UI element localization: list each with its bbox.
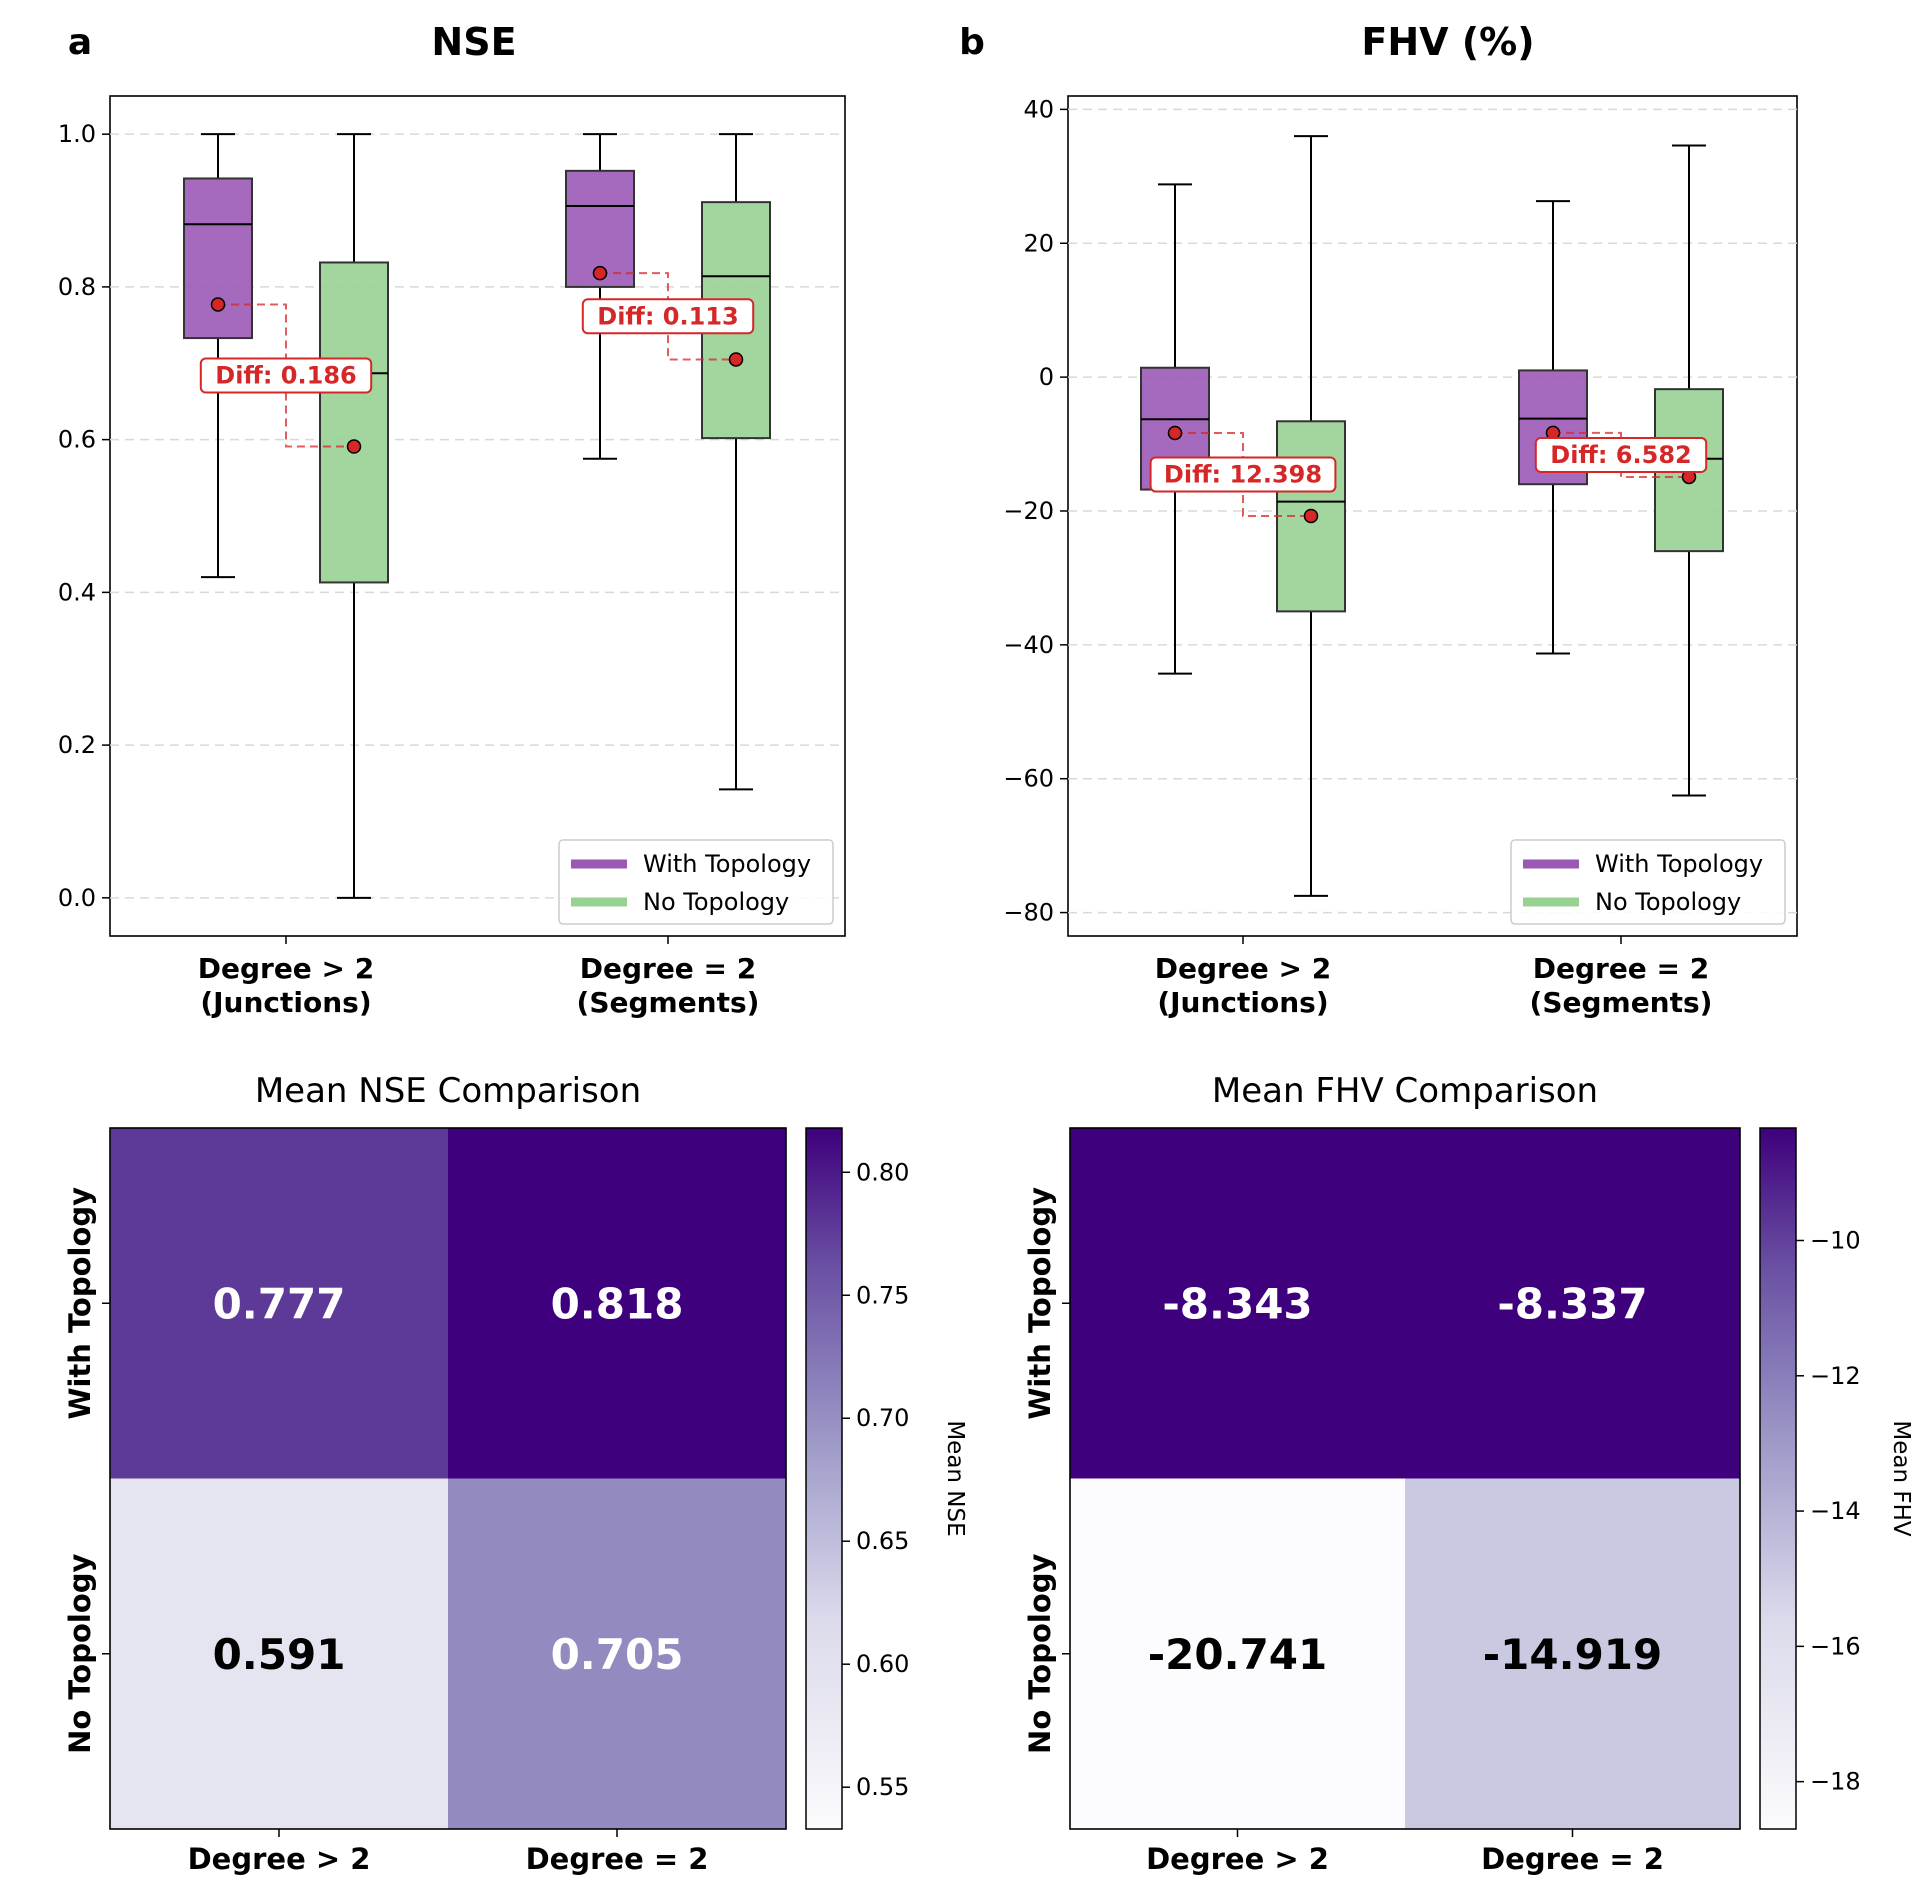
heatmap-value: 0.818	[551, 1279, 684, 1328]
heatmap-value: 0.705	[551, 1630, 684, 1679]
mean-point	[592, 265, 608, 281]
y-tick-label: 1.0	[58, 120, 96, 148]
heatmap-cell	[1070, 1478, 1406, 1830]
x-tick-label: Degree > 2	[1146, 1842, 1329, 1876]
heatmap-cell	[110, 1478, 449, 1830]
y-tick-label: −20	[1003, 497, 1054, 525]
y-tick-label: −80	[1003, 899, 1054, 927]
colorbar-label: Mean NSE	[942, 1420, 968, 1536]
colorbar-tick-label: 0.55	[856, 1773, 909, 1801]
mean-point	[346, 439, 362, 454]
y-tick-label: No Topology	[63, 1553, 97, 1753]
mean-point	[210, 297, 226, 312]
diff-label-box	[199, 357, 373, 394]
colorbar-tick-label: 0.70	[856, 1404, 909, 1432]
mean-point	[1167, 425, 1183, 441]
legend-label: With Topology	[643, 850, 811, 878]
diff-label: Diff: 0.113	[597, 302, 738, 330]
panel-a-letter: a	[68, 22, 92, 63]
y-tick-label: −40	[1003, 631, 1054, 659]
nse-heatmap: Mean NSE Comparison 0.777 0.818 0.591 0.705 D…	[63, 1071, 968, 1876]
y-tick-label: 0.0	[58, 884, 96, 912]
fhv-boxplot: −80 −60 −40 −20 0 20 40 Degree > 2(Junctions) De…	[1003, 95, 1798, 1019]
diff-label: Diff: 6.582	[1550, 441, 1691, 469]
colorbar	[805, 1127, 843, 1830]
y-tick-label: No Topology	[1023, 1553, 1057, 1753]
nse-boxplot: 0.0 0.2 0.4 0.6 0.8 1.0 Degree > 2(Junctions) D…	[58, 95, 846, 1019]
y-tick-label: 0	[1039, 363, 1054, 391]
heatmap-value: -20.741	[1148, 1630, 1328, 1679]
heatmap-frame	[1069, 1127, 1741, 1830]
y-tick-label: 0.6	[58, 426, 96, 454]
y-tick-label: 0.2	[58, 731, 96, 759]
legend-label: With Topology	[1595, 850, 1763, 878]
heatmap-value: 0.591	[213, 1630, 346, 1679]
fhv-heatmap: Mean FHV Comparison -8.343 -8.337 -20.741 -1…	[1023, 1071, 1914, 1876]
x-tick-label: Degree = 2	[580, 952, 757, 985]
panel-b-letter: b	[959, 22, 985, 63]
colorbar-tick-label: 0.65	[856, 1527, 909, 1555]
diff-label-box	[1149, 456, 1337, 493]
x-tick-label: (Segments)	[1530, 986, 1713, 1019]
y-tick-label: With Topology	[63, 1187, 97, 1420]
legend-box	[1510, 839, 1786, 925]
heatmap-frame	[109, 1127, 787, 1830]
mean-point	[1303, 508, 1319, 524]
diff-label-box	[581, 298, 755, 335]
heatmap-value: 0.777	[213, 1279, 346, 1328]
heatmap-cell	[1405, 1478, 1741, 1830]
heatmap-title: Mean FHV Comparison	[1212, 1071, 1598, 1111]
heatmap-cell	[448, 1478, 787, 1830]
x-tick-label: Degree > 2	[198, 952, 375, 985]
x-tick-label: (Junctions)	[1157, 986, 1328, 1019]
heatmap-cell	[448, 1128, 787, 1479]
x-tick-label: Degree = 2	[1533, 952, 1710, 985]
y-tick-label: −60	[1003, 765, 1054, 793]
heatmap-cell	[110, 1128, 449, 1479]
x-tick-label: (Junctions)	[200, 986, 371, 1019]
colorbar-tick-label: −14	[1810, 1497, 1861, 1525]
diff-label: Diff: 0.186	[215, 361, 356, 389]
x-tick-label: Degree > 2	[188, 1842, 371, 1876]
mean-point	[728, 352, 744, 367]
panel-a-title: NSE	[431, 20, 516, 64]
heatmap-value: -8.343	[1162, 1279, 1312, 1328]
heatmap-cell	[1070, 1128, 1406, 1479]
x-tick-label: (Segments)	[577, 986, 760, 1019]
x-tick-label: Degree > 2	[1155, 952, 1332, 985]
diff-connector	[218, 303, 354, 448]
legend-box	[558, 839, 834, 925]
colorbar-label: Mean FHV	[1888, 1420, 1914, 1537]
diff-connector	[1553, 431, 1689, 478]
heatmap-value: -14.919	[1483, 1630, 1663, 1679]
heatmap-value: -8.337	[1497, 1279, 1647, 1328]
colorbar-tick-label: 0.80	[856, 1158, 909, 1186]
colorbar-tick-label: −10	[1810, 1226, 1861, 1254]
y-tick-label: 0.4	[58, 578, 96, 606]
colorbar-tick-label: −12	[1810, 1362, 1861, 1390]
box-no-topology	[319, 261, 389, 584]
diff-label: Diff: 12.398	[1164, 460, 1322, 488]
x-tick-label: Degree = 2	[1481, 1842, 1664, 1876]
legend-label: No Topology	[643, 888, 789, 916]
legend-label: No Topology	[1595, 888, 1741, 916]
colorbar-tick-label: 0.60	[856, 1650, 909, 1678]
box-with-topology	[183, 177, 253, 340]
colorbar-tick-label: 0.75	[856, 1281, 909, 1309]
y-tick-label: With Topology	[1023, 1187, 1057, 1420]
colorbar	[1759, 1127, 1797, 1830]
heatmap-title: Mean NSE Comparison	[255, 1071, 641, 1111]
diff-label-box	[1534, 436, 1708, 473]
heatmap-cell	[1405, 1128, 1741, 1479]
colorbar-tick-label: −18	[1810, 1768, 1861, 1796]
y-tick-label: 0.8	[58, 273, 96, 301]
x-tick-label: Degree = 2	[526, 1842, 709, 1876]
y-tick-label: 40	[1023, 95, 1054, 123]
panel-b-title: FHV (%)	[1361, 20, 1534, 64]
colorbar-tick-label: −16	[1810, 1632, 1861, 1660]
y-tick-label: 20	[1023, 229, 1054, 257]
